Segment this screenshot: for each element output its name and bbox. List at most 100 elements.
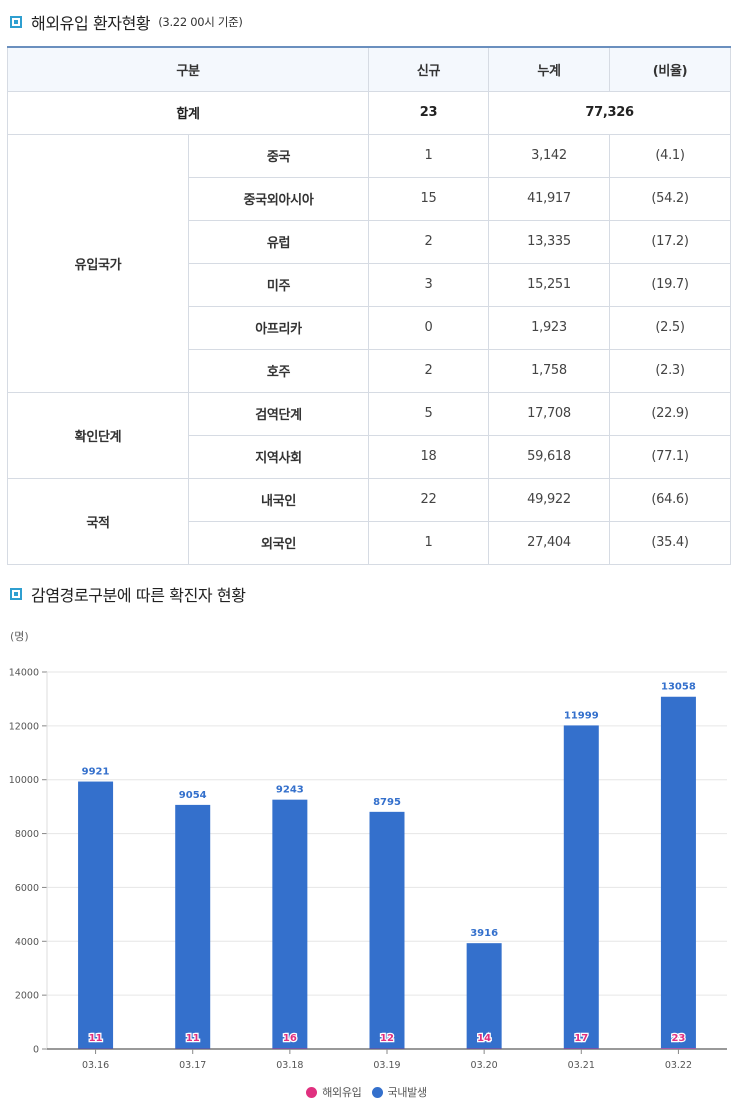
data-label-overseas: 23 bbox=[671, 1033, 685, 1044]
row-new: 15 bbox=[368, 176, 490, 221]
row-label: 중국 bbox=[187, 133, 370, 178]
row-label: 내국인 bbox=[187, 477, 370, 522]
legend-item-overseas[interactable]: 해외유입 bbox=[306, 1084, 362, 1100]
data-label-domestic: 9054 bbox=[179, 790, 207, 801]
bar-domestic bbox=[272, 799, 308, 1049]
row-label: 유럽 bbox=[187, 219, 370, 264]
row-ratio: (35.4) bbox=[609, 520, 732, 565]
row-label: 미주 bbox=[187, 262, 370, 307]
row-cumulative: 1,758 bbox=[488, 348, 611, 393]
row-ratio: (19.7) bbox=[609, 262, 732, 307]
total-label: 합계 bbox=[6, 90, 370, 135]
legend-domestic-label: 국내발생 bbox=[387, 1086, 428, 1099]
x-tick-label: 03.20 bbox=[471, 1060, 498, 1071]
row-cumulative: 13,335 bbox=[488, 219, 611, 264]
row-cumulative: 15,251 bbox=[488, 262, 611, 307]
y-unit-label: (명) bbox=[10, 630, 29, 643]
row-new: 0 bbox=[368, 305, 490, 350]
y-tick-label: 6000 bbox=[15, 883, 39, 894]
data-label-overseas: 17 bbox=[574, 1033, 588, 1044]
section-title: 해외유입 환자현황 bbox=[31, 14, 151, 33]
data-label-overseas: 11 bbox=[89, 1033, 103, 1044]
y-tick-label: 0 bbox=[33, 1045, 39, 1056]
table-row: 호주 2 1,758 (2.3) bbox=[8, 348, 732, 393]
data-label-domestic: 13058 bbox=[661, 682, 696, 693]
data-label-domestic: 11999 bbox=[564, 710, 599, 721]
header-new: 신규 bbox=[368, 46, 490, 92]
row-label: 중국외아시아 bbox=[187, 176, 370, 221]
confirmed-cases-bar-chart: (명) 0 2000 4000 6000 8000 10000 12000 14000 9921 1… bbox=[9, 630, 727, 1071]
y-tick-label: 4000 bbox=[15, 937, 39, 948]
row-label: 검역단계 bbox=[187, 391, 370, 436]
section-bullet-icon bbox=[10, 588, 22, 600]
row-cumulative: 41,917 bbox=[488, 176, 611, 221]
legend-item-domestic[interactable]: 국내발생 bbox=[371, 1084, 428, 1100]
table-row: 지역사회 18 59,618 (77.1) bbox=[8, 434, 732, 479]
row-new: 1 bbox=[368, 133, 490, 178]
y-tick-label: 2000 bbox=[15, 991, 39, 1002]
row-ratio: (17.2) bbox=[609, 219, 732, 264]
data-label-overseas: 12 bbox=[380, 1033, 394, 1044]
row-new: 5 bbox=[368, 391, 490, 436]
x-tick-label: 03.22 bbox=[665, 1060, 692, 1071]
table-row: 외국인 1 27,404 (35.4) bbox=[8, 520, 732, 565]
bar-overseas bbox=[660, 1048, 696, 1049]
row-ratio: (54.2) bbox=[609, 176, 732, 221]
section-bullet-icon bbox=[10, 16, 22, 28]
x-tick-label: 03.16 bbox=[82, 1060, 109, 1071]
route-section-header: 감염경로구분에 따른 확진자 현황 bbox=[10, 582, 246, 606]
section-title: 감염경로구분에 따른 확진자 현황 bbox=[31, 586, 246, 605]
row-cumulative: 27,404 bbox=[488, 520, 611, 565]
row-ratio: (2.3) bbox=[609, 348, 732, 393]
legend-domestic-marker bbox=[371, 1086, 383, 1098]
bar-domestic bbox=[660, 696, 696, 1049]
row-cumulative: 3,142 bbox=[488, 133, 611, 178]
row-label: 외국인 bbox=[187, 520, 370, 565]
row-ratio: (4.1) bbox=[609, 133, 732, 178]
table-header-row: 구분 신규 누계 (비율) bbox=[6, 46, 732, 92]
total-row: 합계 23 77,326 bbox=[6, 90, 732, 135]
data-label-domestic: 9921 bbox=[82, 767, 110, 778]
y-tick-label: 10000 bbox=[9, 775, 39, 786]
x-tick-label: 03.19 bbox=[373, 1060, 400, 1071]
total-new: 23 bbox=[368, 90, 490, 135]
row-new: 22 bbox=[368, 477, 490, 522]
bar-domestic bbox=[175, 804, 211, 1049]
chart-legend: 해외유입 국내발생 bbox=[0, 1084, 733, 1100]
header-cumulative: 누계 bbox=[488, 46, 611, 92]
table-row: 국적 내국인 22 49,922 (64.6) bbox=[7, 477, 732, 565]
x-tick-label: 03.17 bbox=[179, 1060, 206, 1071]
section-subtitle: (3.22 00시 기준) bbox=[158, 15, 243, 29]
table-row: 유입국가 중국 1 3,142 (4.1) bbox=[7, 133, 732, 393]
x-tick-label: 03.21 bbox=[568, 1060, 595, 1071]
table-row: 중국외아시아 15 41,917 (54.2) bbox=[8, 176, 732, 221]
row-cumulative: 17,708 bbox=[488, 391, 611, 436]
row-label: 아프리카 bbox=[187, 305, 370, 350]
overseas-section-header: 해외유입 환자현황 (3.22 00시 기준) bbox=[10, 10, 243, 34]
y-tick-label: 8000 bbox=[15, 829, 39, 840]
row-label: 호주 bbox=[187, 348, 370, 393]
row-new: 2 bbox=[368, 219, 490, 264]
y-tick-label: 14000 bbox=[9, 668, 39, 679]
total-cumulative: 77,326 bbox=[488, 90, 732, 135]
group-label: 유입국가 bbox=[7, 133, 189, 393]
bar-domestic bbox=[78, 781, 114, 1049]
row-new: 2 bbox=[368, 348, 490, 393]
data-label-overseas: 16 bbox=[283, 1033, 297, 1044]
row-cumulative: 49,922 bbox=[488, 477, 611, 522]
x-tick-label: 03.18 bbox=[276, 1060, 303, 1071]
y-tick-label: 12000 bbox=[9, 721, 39, 732]
bar-domestic bbox=[466, 943, 502, 1049]
table-row: 유럽 2 13,335 (17.2) bbox=[8, 219, 732, 264]
table-row: 미주 3 15,251 (19.7) bbox=[8, 262, 732, 307]
bar-domestic bbox=[563, 725, 599, 1049]
row-label: 지역사회 bbox=[187, 434, 370, 479]
group-label: 국적 bbox=[7, 477, 189, 565]
row-ratio: (64.6) bbox=[609, 477, 732, 522]
header-category: 구분 bbox=[6, 46, 370, 92]
row-cumulative: 59,618 bbox=[488, 434, 611, 479]
bar-domestic bbox=[369, 811, 405, 1049]
row-new: 3 bbox=[368, 262, 490, 307]
row-ratio: (22.9) bbox=[609, 391, 732, 436]
table-row: 확인단계 검역단계 5 17,708 (22.9) bbox=[7, 391, 732, 479]
